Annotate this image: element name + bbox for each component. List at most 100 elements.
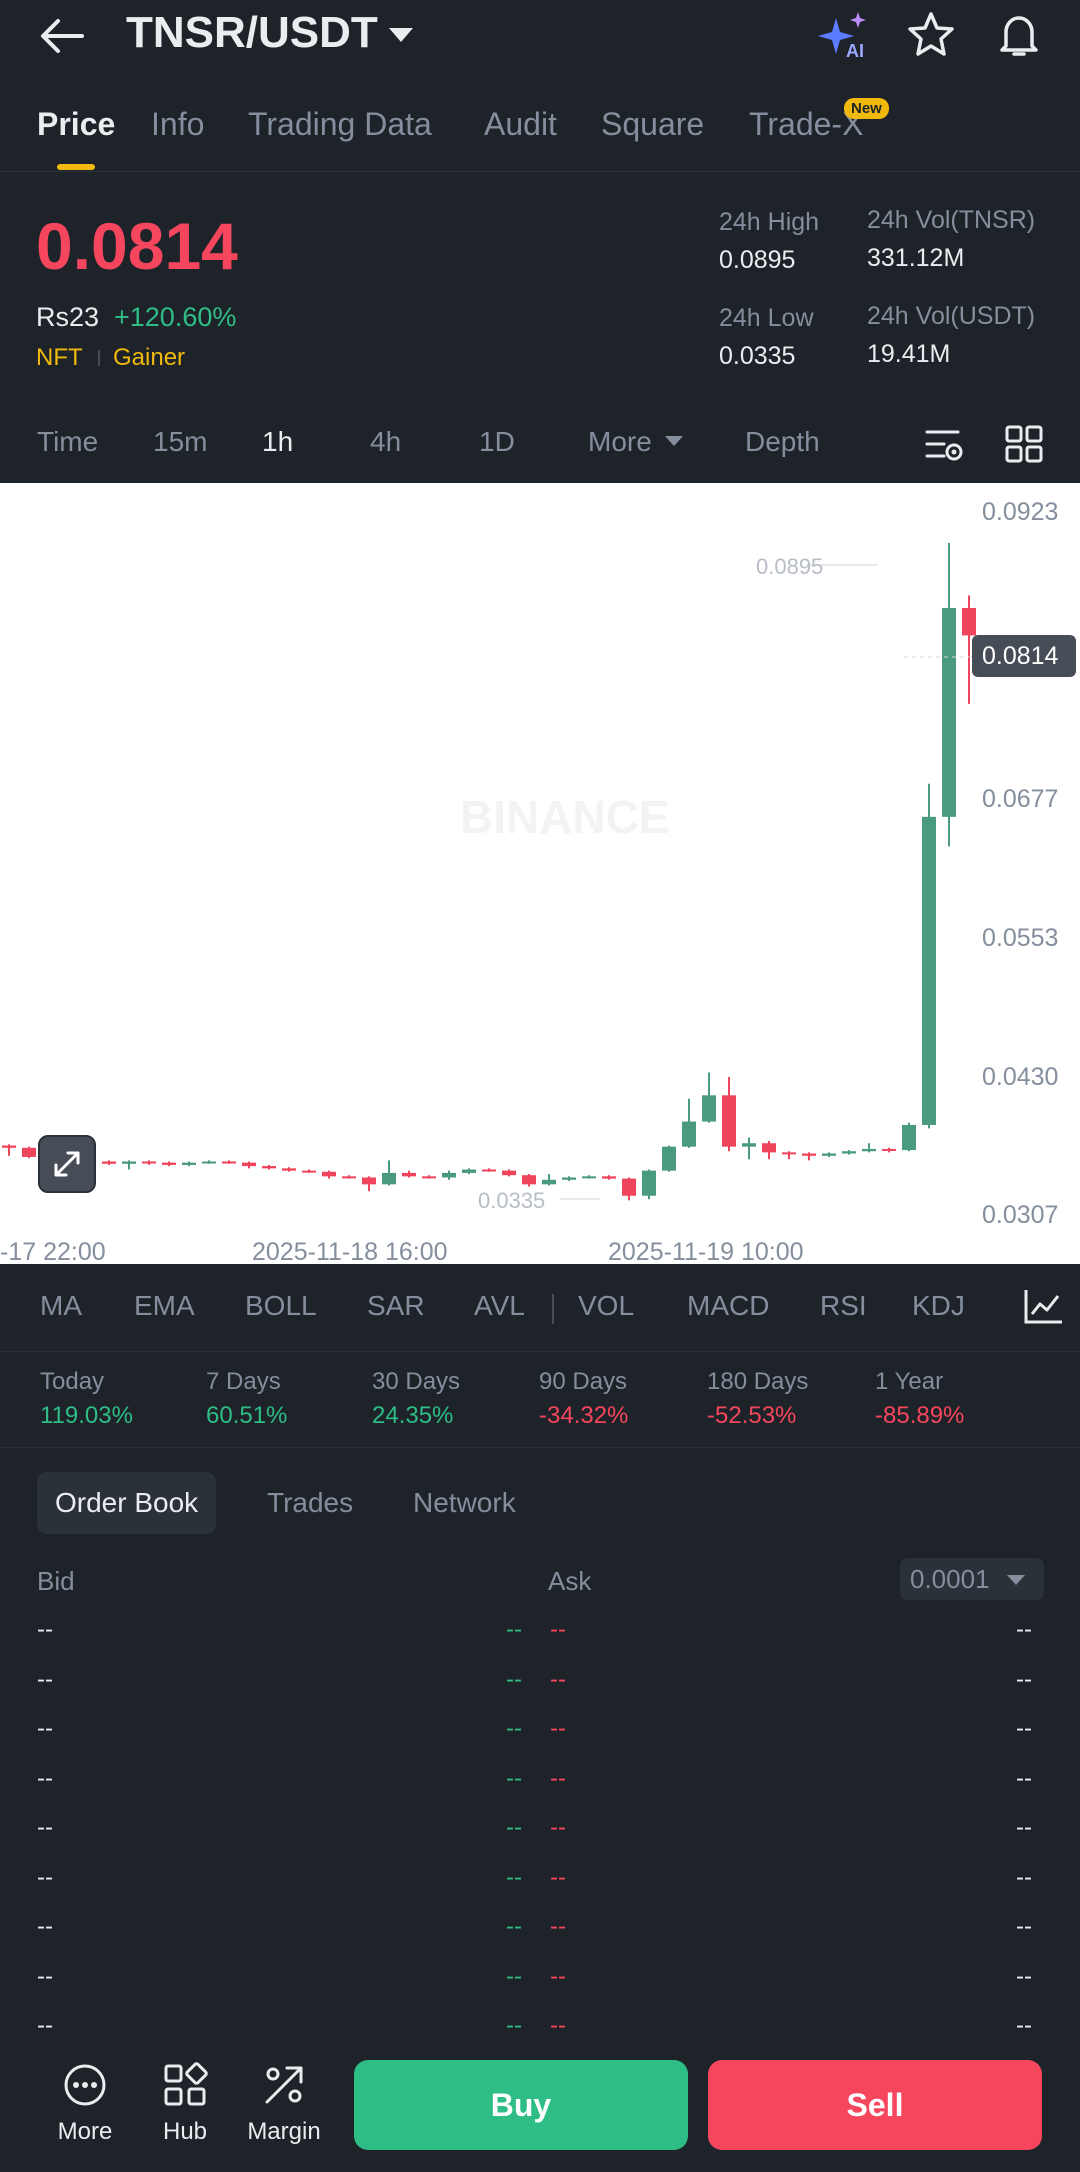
ask-price: --	[550, 2012, 566, 2039]
perf-label: 1 Year	[875, 1368, 944, 1395]
indicator-ma[interactable]: MA	[40, 1290, 82, 1321]
indicator-boll[interactable]: BOLL	[245, 1290, 317, 1321]
indicator-macd[interactable]: MACD	[687, 1290, 770, 1321]
buy-button[interactable]: Buy	[354, 2060, 688, 2150]
more-label: More	[57, 2118, 113, 2145]
tab-network[interactable]: Network	[413, 1487, 516, 1518]
hub-button[interactable]: Hub	[140, 2062, 230, 2158]
candle-up	[182, 1162, 196, 1165]
caret-down-icon	[1007, 1575, 1025, 1585]
bid-quantity: --	[37, 1814, 53, 1841]
margin-label: Margin	[247, 2118, 321, 2145]
perf-label: 30 Days	[372, 1368, 461, 1395]
bid-price: --	[506, 1616, 522, 1643]
order-book-row[interactable]: -- -- -- --	[0, 1963, 1080, 2003]
ask-price: --	[550, 1764, 566, 1792]
precision-selector[interactable]: 0.0001	[900, 1558, 1044, 1600]
caret-down-icon[interactable]	[386, 22, 416, 48]
bid-price: --	[506, 1913, 522, 1940]
interval-15m[interactable]: 15m	[153, 426, 208, 457]
tab-square[interactable]: Square	[601, 106, 705, 142]
interval-4h[interactable]: 4h	[370, 426, 402, 457]
vol-base-value: 331.12M	[867, 244, 965, 272]
order-book-row[interactable]: -- -- -- --	[0, 1765, 1080, 1805]
interval-time[interactable]: Time	[37, 426, 99, 457]
margin-button[interactable]: Margin	[239, 2062, 329, 2158]
tag-gainer[interactable]: Gainer	[113, 344, 186, 371]
tab-audit[interactable]: Audit	[484, 106, 557, 142]
candle-down	[342, 1176, 356, 1179]
depth-tab[interactable]: Depth	[745, 426, 820, 457]
order-book-row[interactable]: -- -- -- --	[0, 1864, 1080, 1904]
bid-quantity: --	[37, 2012, 53, 2039]
candle-down	[162, 1162, 176, 1165]
low-marker-label: 0.0335	[478, 1188, 545, 1213]
indicator-rsi[interactable]: RSI	[820, 1290, 867, 1321]
tab-trades[interactable]: Trades	[267, 1487, 354, 1518]
current-price-label: 0.0814	[982, 642, 1059, 670]
high-marker-label: 0.0895	[756, 554, 823, 579]
order-book-row[interactable]: -- -- -- --	[0, 1616, 1080, 1656]
interval-more[interactable]: More	[588, 426, 652, 457]
perf-value: -52.53%	[707, 1402, 797, 1429]
bid-quantity: --	[37, 1665, 53, 1693]
candlestick-chart[interactable]: BINANCE 0.0895 0.0335 0.0814 0.0923 0.06…	[0, 483, 1080, 1264]
x-tick-label: -17 22:00	[0, 1238, 106, 1264]
last-price: 0.0814	[36, 209, 238, 283]
order-book-row[interactable]: -- -- -- --	[0, 1715, 1080, 1755]
interval-1h[interactable]: 1h	[262, 426, 294, 457]
candle-down	[522, 1175, 536, 1185]
more-caret-icon[interactable]	[664, 434, 684, 448]
perf-value: 60.51%	[206, 1402, 288, 1429]
ask-quantity: --	[1016, 1913, 1032, 1940]
y-tick-label: 0.0430	[982, 1063, 1058, 1091]
order-book-row[interactable]: -- -- -- --	[0, 2012, 1080, 2052]
chart-watermark: BINANCE	[460, 791, 670, 843]
tag-nft[interactable]: NFT	[36, 344, 83, 371]
tab-info[interactable]: Info	[151, 106, 205, 142]
candle-down	[422, 1176, 436, 1179]
indicator-sar[interactable]: SAR	[367, 1290, 425, 1321]
bell-icon[interactable]	[994, 10, 1044, 60]
tab-trading-data[interactable]: Trading Data	[248, 106, 432, 142]
bid-quantity: --	[37, 1863, 53, 1891]
chart-settings-icon[interactable]	[924, 424, 966, 464]
indicator-kdj[interactable]: KDJ	[912, 1290, 965, 1321]
tab-order-book[interactable]: Order Book	[37, 1472, 217, 1534]
order-book-row[interactable]: -- -- -- --	[0, 1666, 1080, 1706]
layout-grid-icon[interactable]	[1004, 424, 1044, 464]
ask-quantity: --	[1016, 1665, 1032, 1693]
expand-chart-button[interactable]	[38, 1135, 96, 1193]
high-value: 0.0895	[719, 246, 796, 274]
ai-sparkle-icon[interactable]: AI	[818, 10, 872, 60]
bid-quantity: --	[37, 1616, 53, 1643]
tab-price[interactable]: Price	[37, 106, 116, 142]
sell-button[interactable]: Sell	[708, 2060, 1042, 2150]
ask-quantity: --	[1016, 1962, 1032, 1990]
bid-price: --	[506, 1962, 522, 1990]
candle-up	[902, 1124, 916, 1151]
new-badge: New	[844, 98, 889, 119]
ask-price: --	[550, 1863, 566, 1891]
indicator-divider	[552, 1294, 554, 1324]
candle-up	[682, 1121, 696, 1147]
indicator-vol[interactable]: VOL	[578, 1290, 635, 1321]
ask-quantity: --	[1016, 1863, 1032, 1891]
indicator-ema[interactable]: EMA	[134, 1290, 195, 1321]
more-button[interactable]: More	[40, 2062, 130, 2158]
back-arrow-icon[interactable]	[38, 14, 86, 58]
bid-price: --	[506, 2012, 522, 2039]
ask-price: --	[550, 1665, 566, 1693]
candle-down	[2, 1145, 16, 1148]
indicator-avl[interactable]: AVL	[474, 1290, 525, 1321]
star-icon[interactable]	[906, 10, 956, 60]
order-book-row[interactable]: -- -- -- --	[0, 1913, 1080, 1953]
performance-row: Today 119.03% 7 Days 60.51% 30 Days 24.3…	[0, 1352, 1080, 1448]
top-header: TNSR/USDT AI	[0, 0, 1080, 72]
candle-down	[482, 1169, 496, 1172]
interval-1d[interactable]: 1D	[479, 426, 515, 457]
indicator-settings-icon[interactable]	[1022, 1286, 1064, 1326]
candle-down	[142, 1161, 156, 1164]
order-book-row[interactable]: -- -- -- --	[0, 1814, 1080, 1854]
pair-selector[interactable]: TNSR/USDT	[126, 8, 378, 57]
